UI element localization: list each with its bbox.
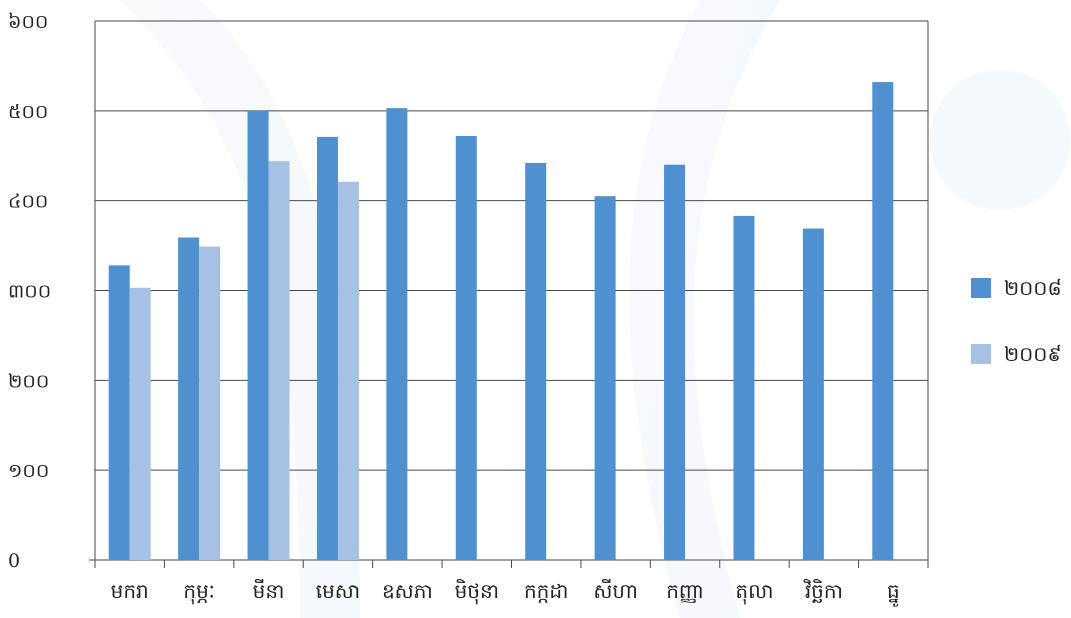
y-tick-label: ៥០០ xyxy=(8,101,48,123)
bar xyxy=(664,164,686,560)
bar xyxy=(178,237,200,560)
y-tick-label: ១០០ xyxy=(8,460,49,482)
x-tick-label: ឧសភា xyxy=(382,579,433,603)
bar xyxy=(386,108,408,560)
bar xyxy=(733,215,755,560)
y-tick-label: ៦០០ xyxy=(8,11,48,33)
y-tick-label: 0 xyxy=(8,550,20,572)
x-tick-label: វិច្ឆិកា xyxy=(803,578,843,603)
x-tick-label: ធ្នូ xyxy=(887,579,900,607)
bar xyxy=(129,287,151,560)
bar xyxy=(872,82,894,560)
bar xyxy=(108,265,130,560)
bar xyxy=(594,196,616,561)
bar xyxy=(337,181,359,560)
x-tick-label: កក្កដា xyxy=(524,579,568,603)
x-tick-label: មីនា xyxy=(253,578,285,603)
x-tick-label: មិថុនា xyxy=(455,578,499,605)
bar xyxy=(525,162,547,561)
y-tick-label: ៣០០ xyxy=(8,281,51,303)
x-tick-label: មេសា xyxy=(316,579,360,603)
bar xyxy=(455,135,477,560)
legend-swatch xyxy=(971,344,991,364)
legend-label: ២០០៩ xyxy=(1004,342,1062,366)
legend-label: ២០០៨ xyxy=(1004,276,1062,300)
bar xyxy=(268,161,290,560)
bar xyxy=(199,246,221,560)
legend-swatch xyxy=(971,278,991,298)
x-tick-label: កញ្ញា xyxy=(666,579,704,603)
y-tick-label: ៤០០ xyxy=(8,191,48,213)
bar xyxy=(802,228,824,560)
bar xyxy=(247,110,269,560)
x-tick-label: សីហា xyxy=(593,578,637,603)
x-tick-label: កុម្ភៈ xyxy=(183,579,215,605)
x-tick-label: តុលា xyxy=(735,579,773,605)
y-tick-label: ២០០ xyxy=(8,370,49,392)
bar xyxy=(316,136,338,560)
x-tick-label: មករា xyxy=(111,579,149,603)
